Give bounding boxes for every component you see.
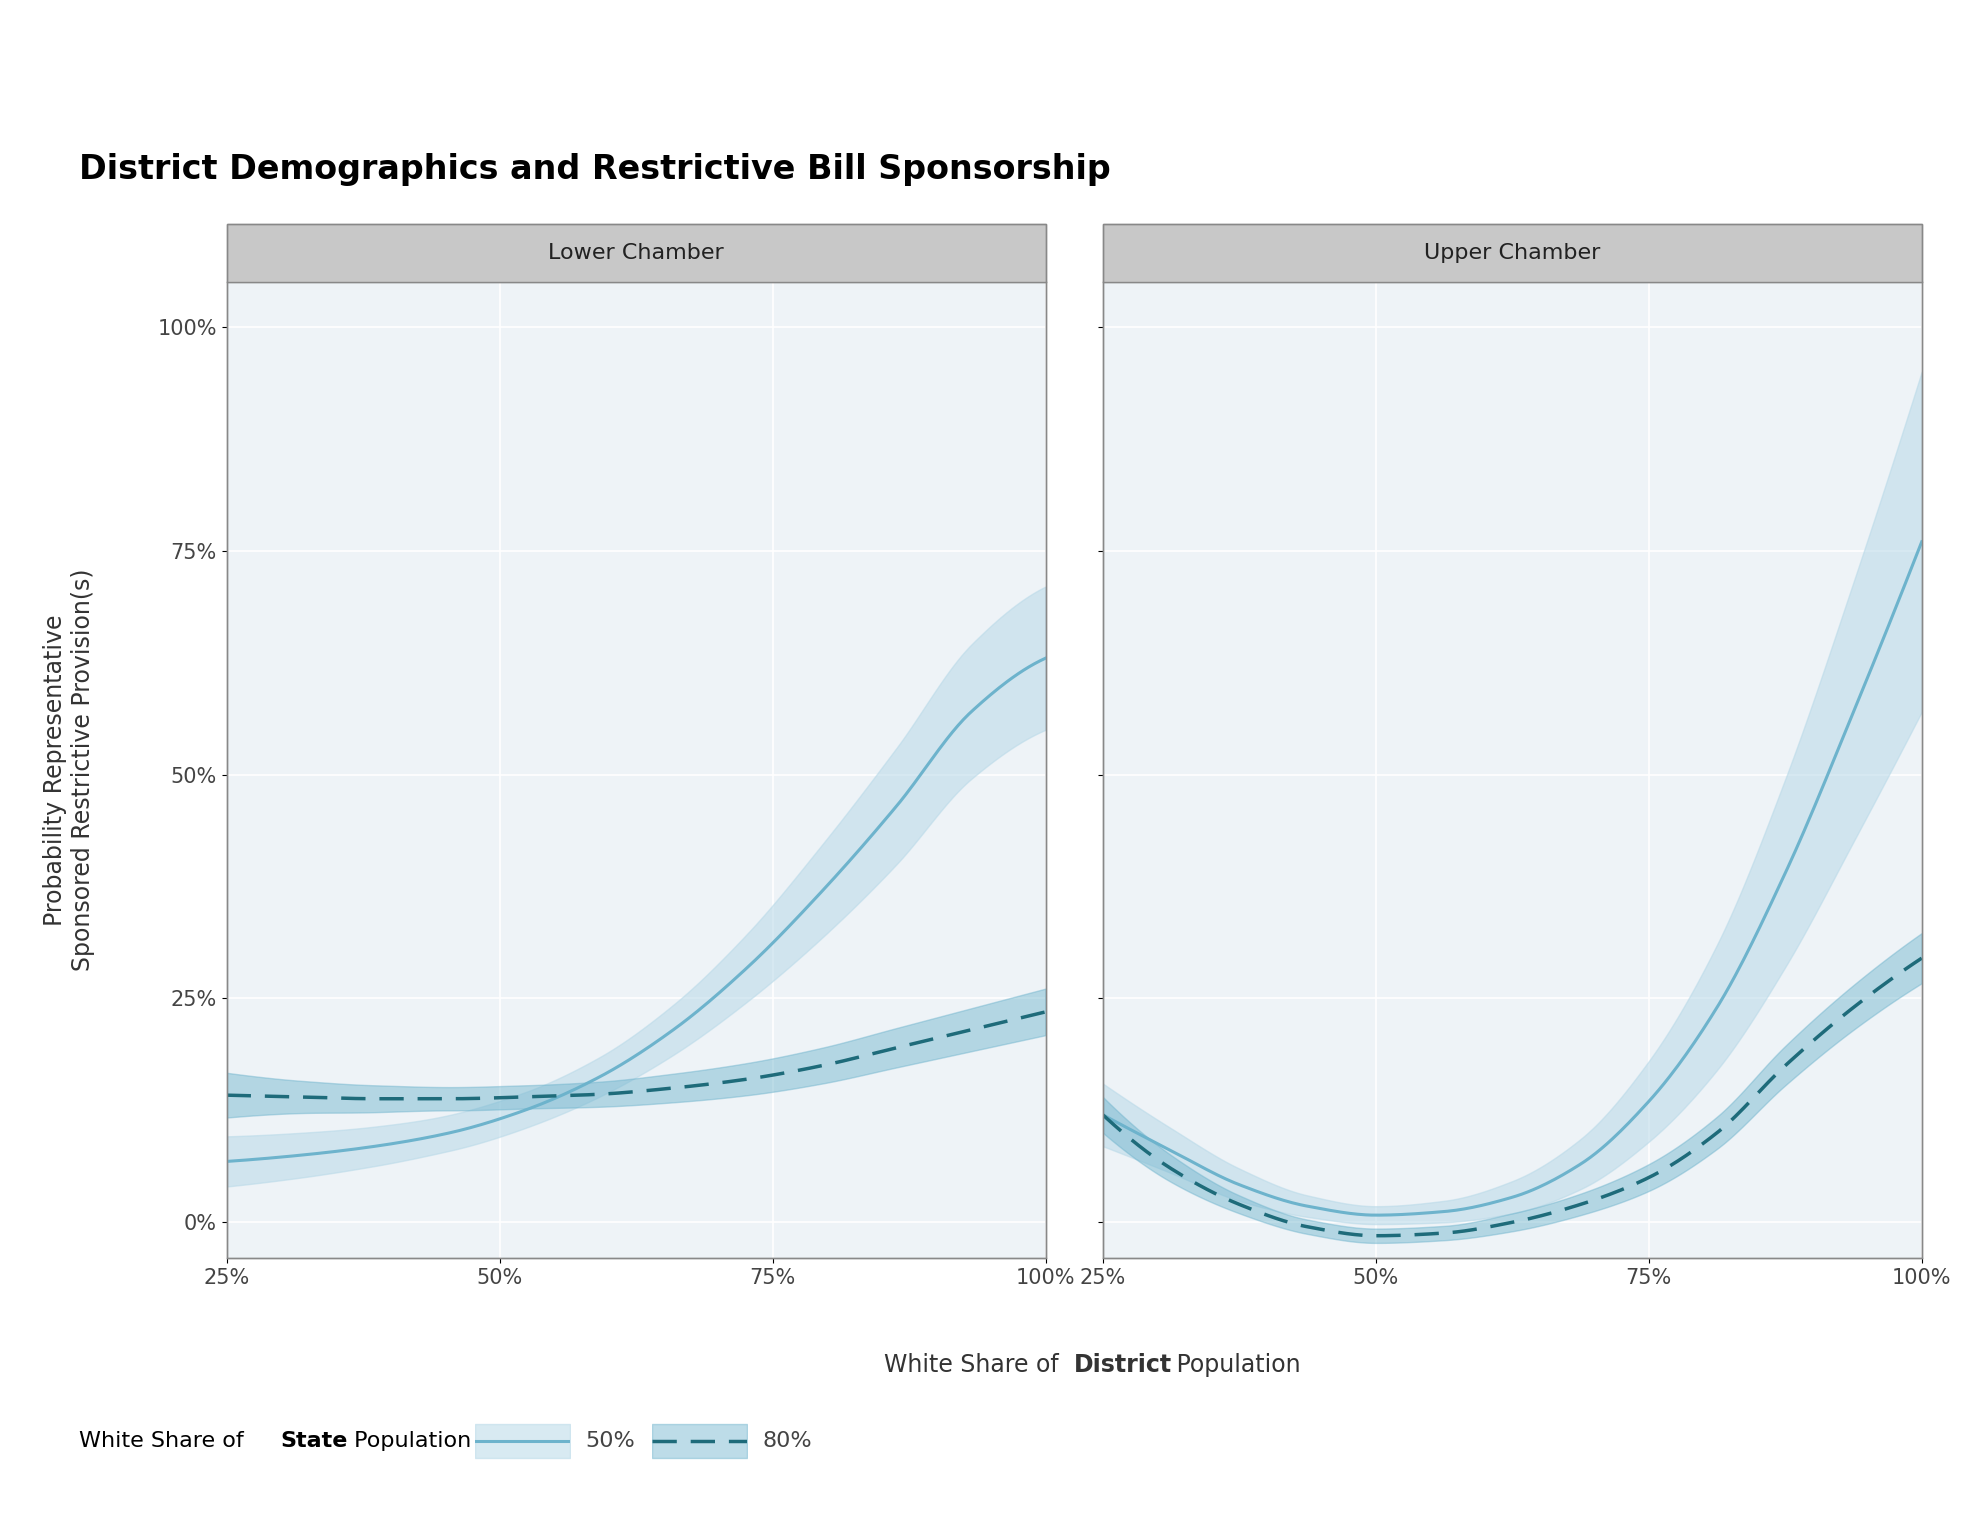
Text: State: State: [280, 1430, 347, 1452]
Text: White Share of: White Share of: [885, 1353, 1074, 1377]
Text: District Demographics and Restrictive Bill Sponsorship: District Demographics and Restrictive Bi…: [79, 152, 1110, 186]
Text: 50%: 50%: [585, 1430, 635, 1452]
Text: Upper Chamber: Upper Chamber: [1425, 242, 1600, 264]
Text: Population: Population: [1169, 1353, 1301, 1377]
Text: Probability Representative
Sponsored Restrictive Provision(s): Probability Representative Sponsored Res…: [43, 569, 95, 971]
Text: Population: Population: [347, 1430, 471, 1452]
Text: 80%: 80%: [763, 1430, 812, 1452]
Text: District: District: [1074, 1353, 1173, 1377]
Text: White Share of: White Share of: [79, 1430, 250, 1452]
Text: Lower Chamber: Lower Chamber: [548, 242, 723, 264]
